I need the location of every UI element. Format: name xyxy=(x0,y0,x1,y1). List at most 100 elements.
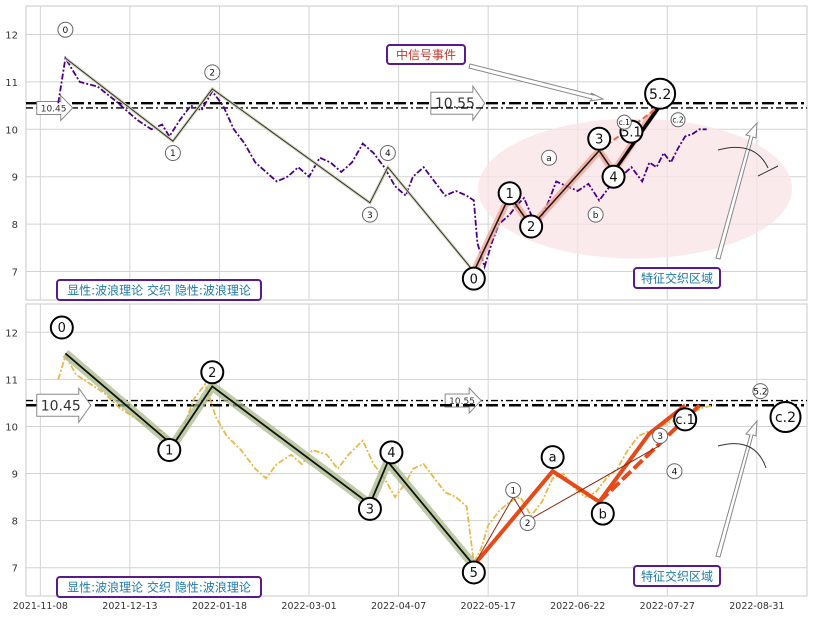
y-tick-label: 9 xyxy=(12,470,18,481)
wave-label: 3 xyxy=(366,503,374,518)
wave-label: 3 xyxy=(657,432,663,442)
wave-label: a xyxy=(549,451,557,466)
wave-label: 1 xyxy=(506,187,514,202)
curve-marker xyxy=(757,165,779,177)
wave-label: 5.2 xyxy=(753,387,767,397)
sub-wave-line xyxy=(473,496,514,566)
wave-label-circle xyxy=(587,206,604,223)
wave-label-circle xyxy=(497,181,522,206)
reference-value-arrow xyxy=(36,386,92,424)
price-line xyxy=(57,55,707,270)
wave-label-circle xyxy=(200,360,225,385)
annotation-text: 显性:波浪理论 交织 隐性:波浪理论 xyxy=(67,283,251,298)
wave-line xyxy=(64,352,475,566)
wave-label-circle xyxy=(461,266,486,291)
y-tick-label: 12 xyxy=(5,328,18,339)
y-tick-label: 7 xyxy=(12,564,18,575)
x-tick-label: 2021-12-13 xyxy=(102,601,157,612)
wave-label: 0 xyxy=(63,26,69,36)
wave-label: 5 xyxy=(470,566,478,581)
wave-label-circle xyxy=(379,145,396,161)
wave-label: 0 xyxy=(470,272,478,287)
y-tick-label: 12 xyxy=(5,30,18,41)
wave-label-circle xyxy=(540,445,565,470)
x-tick-label: 2022-03-01 xyxy=(281,601,336,612)
wave-label-circle xyxy=(357,496,382,521)
reference-value-label: 10.55 xyxy=(435,96,475,112)
wave-label-circle xyxy=(769,401,802,434)
wave-label: 1 xyxy=(165,444,173,459)
annotation-box xyxy=(633,267,721,289)
wave-label-circle xyxy=(587,126,612,151)
wave-label: 4 xyxy=(672,467,678,477)
y-tick-label: 8 xyxy=(12,517,18,528)
sub-wave-line xyxy=(527,444,661,522)
reference-value-arrow xyxy=(444,386,482,415)
wave-label-circle xyxy=(519,214,544,239)
y-tick-label: 10 xyxy=(5,422,18,433)
wave-label-circle xyxy=(361,206,378,223)
x-tick-label: 2022-07-27 xyxy=(640,601,695,612)
wave-label: 3 xyxy=(595,132,603,147)
y-tick-label: 8 xyxy=(12,220,18,231)
wave-label: 3 xyxy=(367,211,373,221)
wave-label-circle xyxy=(204,64,221,81)
y-tick-label: 11 xyxy=(5,78,18,89)
annotation-text: 特征交织区域 xyxy=(641,569,713,584)
reference-value-arrow xyxy=(36,94,74,122)
panel-top: 78910111210.5510.4501234012345.15.2abc.1… xyxy=(5,5,808,301)
wave-label: b xyxy=(599,507,607,522)
annotation-text: 特征交织区域 xyxy=(641,271,713,286)
wave-label-circle xyxy=(666,463,683,480)
x-tick-label: 2021-11-08 xyxy=(13,601,68,612)
wave-label: 4 xyxy=(385,149,391,159)
reference-value-label: 10.45 xyxy=(41,398,81,414)
annotation-text: 显性:波浪理论 交织 隐性:波浪理论 xyxy=(67,580,251,595)
interweave-region xyxy=(478,118,793,259)
annotation-box xyxy=(633,565,721,587)
wave-label: c.1 xyxy=(619,118,631,127)
wave-line xyxy=(65,57,475,272)
wave-label-circle xyxy=(752,383,769,400)
wave-label: c.1 xyxy=(675,413,695,428)
wave-label: 1 xyxy=(510,486,516,496)
wave-label-circle xyxy=(49,315,74,340)
annotation-box xyxy=(56,279,262,301)
pointer-arrow xyxy=(715,419,758,558)
wave-label: 2 xyxy=(208,366,216,381)
wave-label-circle xyxy=(505,482,522,499)
wave-label: 4 xyxy=(387,446,395,461)
wave-label-circle xyxy=(590,501,615,526)
y-tick-label: 11 xyxy=(5,375,18,386)
wave-label-circle xyxy=(670,112,686,128)
wave-label: 4 xyxy=(609,170,617,185)
wave-label: 2 xyxy=(525,519,531,529)
reference-value-label: 10.45 xyxy=(41,104,67,114)
annotation-box xyxy=(56,576,262,598)
wave-label-circle xyxy=(644,77,677,110)
wave-label: 5.2 xyxy=(649,87,671,103)
wave-label-circle xyxy=(673,407,698,432)
wave-label-circle xyxy=(541,149,558,166)
x-tick-label: 2022-01-18 xyxy=(192,601,247,612)
wave-label-circle xyxy=(164,145,181,161)
annotation-text: 中信号事件 xyxy=(396,47,456,62)
pointer-arrow xyxy=(468,63,605,102)
annotation-box xyxy=(386,44,466,65)
plot-frame xyxy=(25,303,808,597)
wave-label-circle xyxy=(461,560,486,585)
wave-label: 1 xyxy=(170,149,176,159)
curve-marker xyxy=(717,443,767,469)
wave-label: c.2 xyxy=(775,410,796,426)
x-tick-label: 2022-08-31 xyxy=(729,601,784,612)
wave-label: 2 xyxy=(527,220,535,235)
y-tick-label: 9 xyxy=(12,173,18,184)
x-tick-label: 2022-06-22 xyxy=(550,601,605,612)
wave-label: 2 xyxy=(209,69,215,79)
wave-label-circle xyxy=(601,164,626,189)
wave-label-circle xyxy=(652,427,669,444)
y-tick-label: 7 xyxy=(12,268,18,279)
